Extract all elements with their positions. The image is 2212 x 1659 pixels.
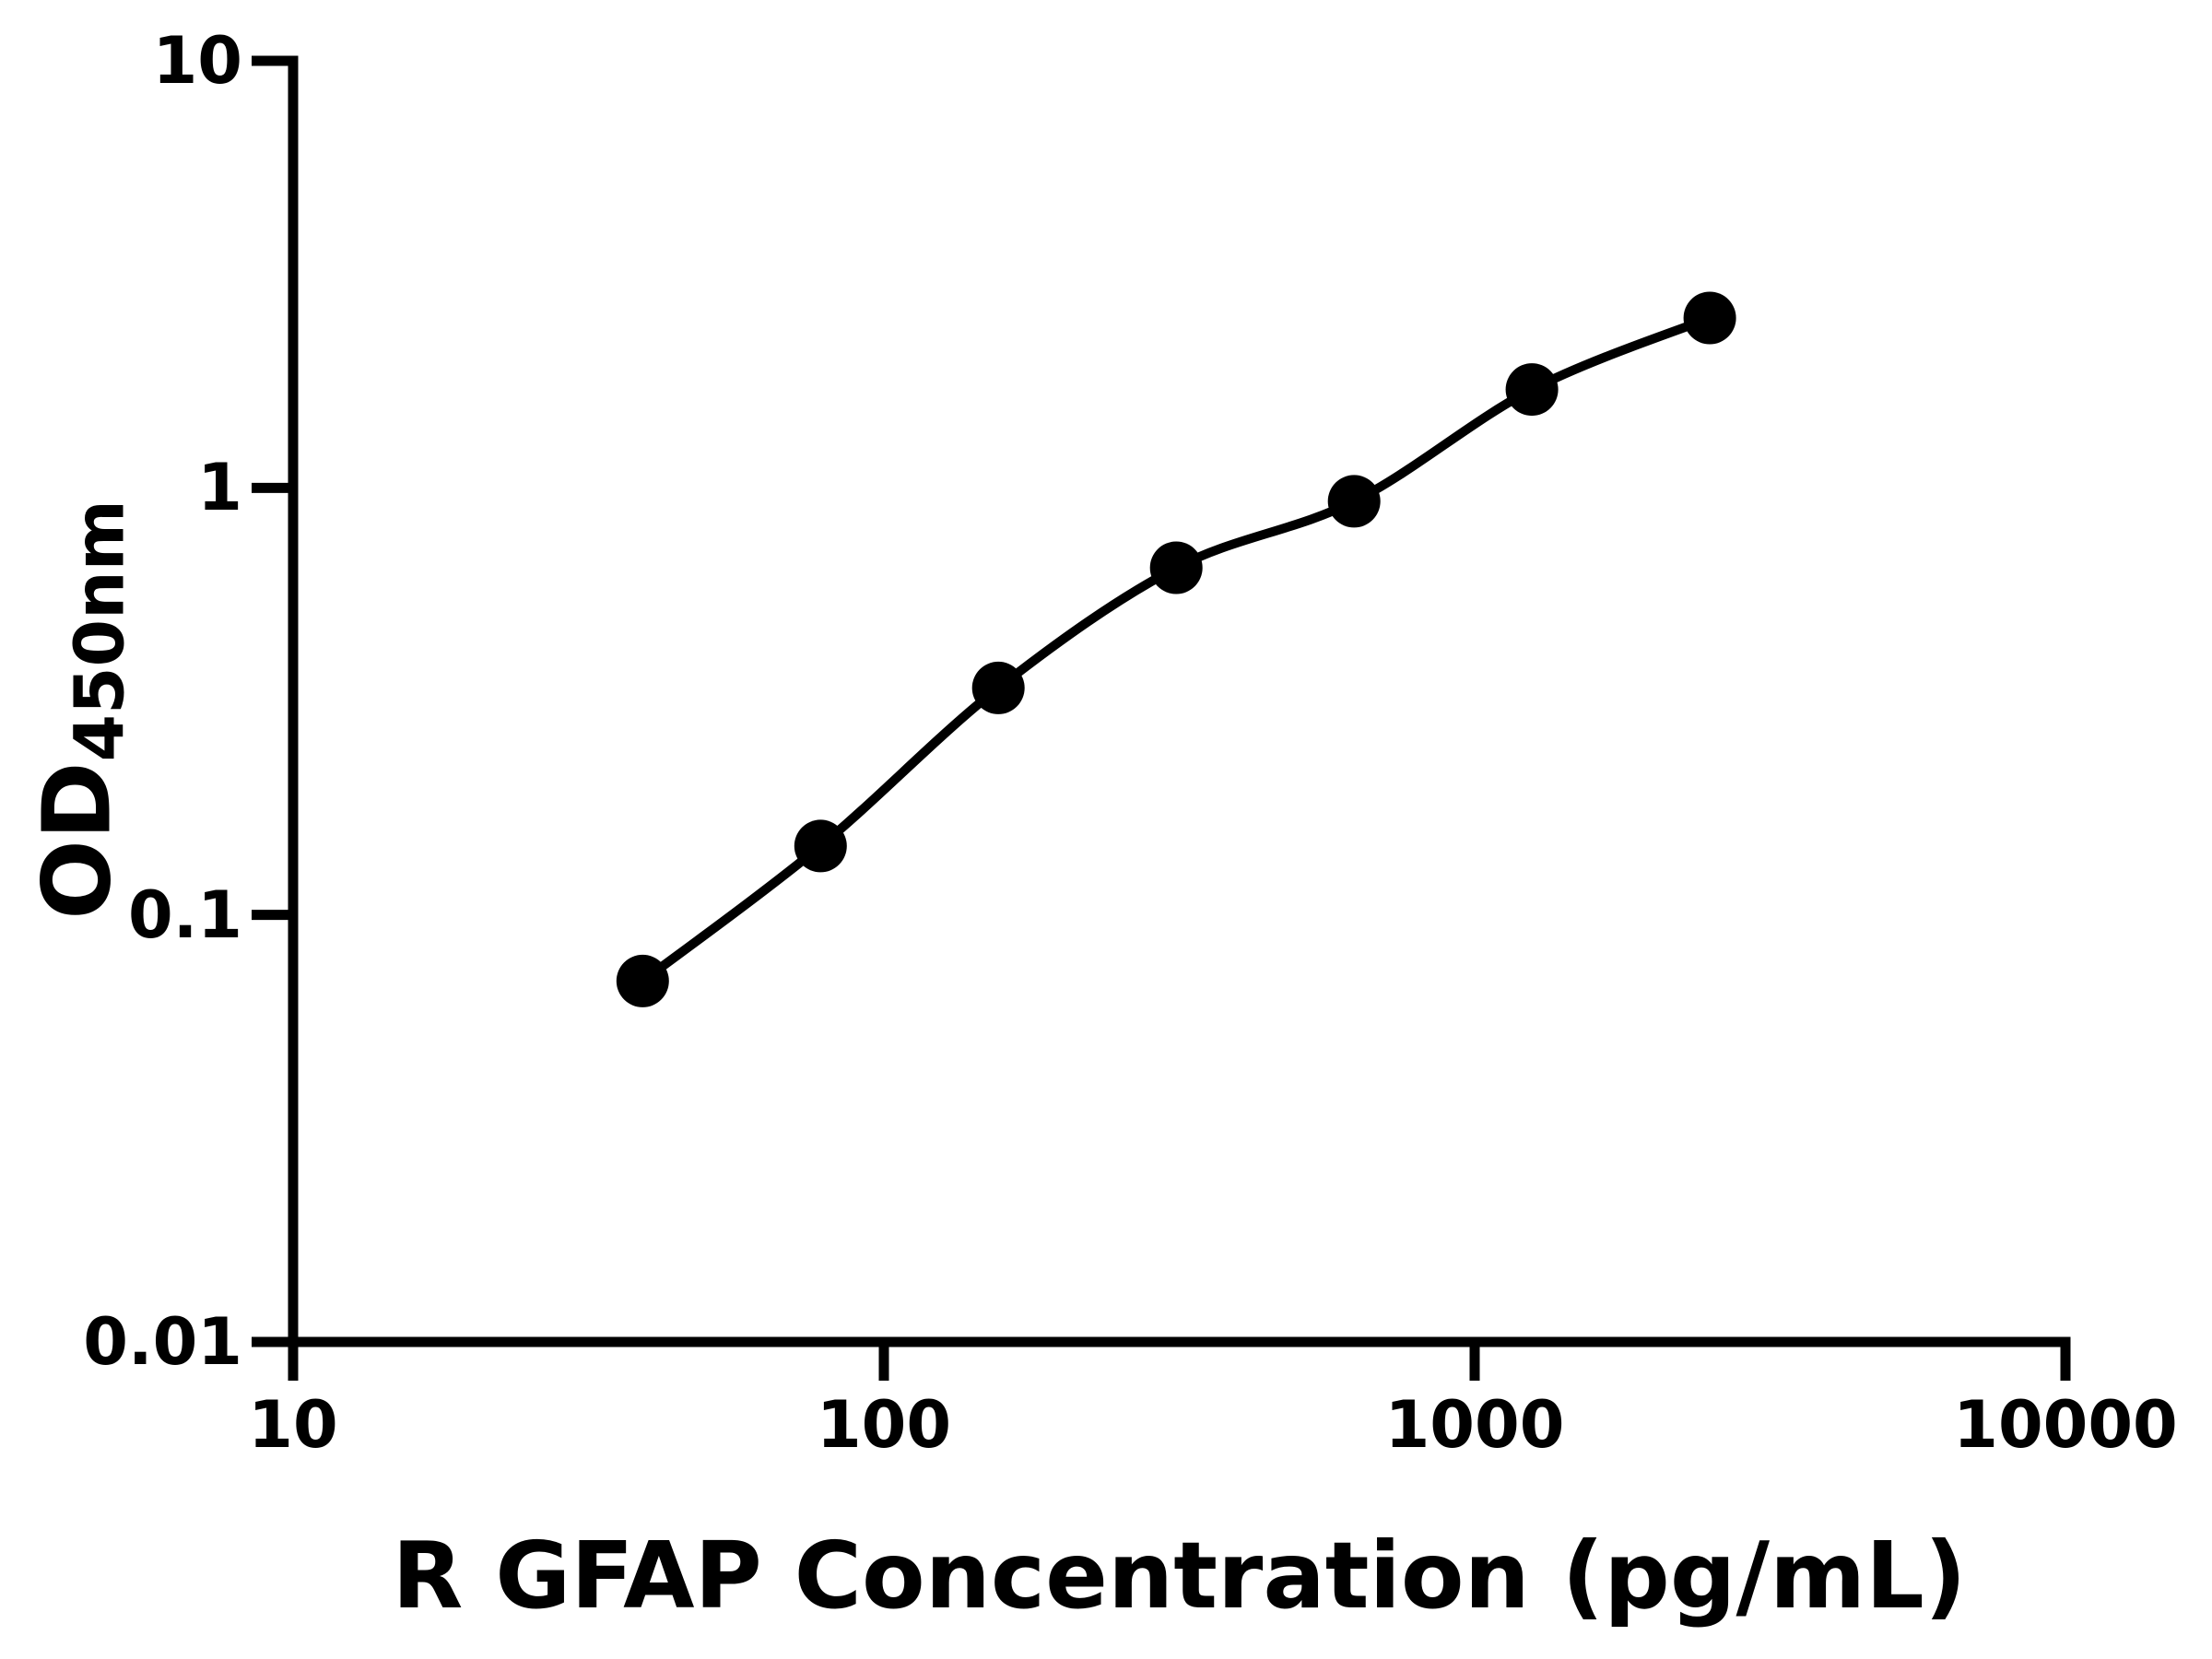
y-axis-title: OD450nm [23, 500, 140, 920]
x-tick-label: 1000 [1384, 1387, 1565, 1463]
data-point [794, 819, 847, 873]
data-point [1149, 541, 1203, 594]
x-axis-title: R GFAP Concentration (pg/mL) [392, 1522, 1967, 1630]
y-axis-title-subscript: 450nm [60, 500, 140, 762]
data-point [971, 661, 1025, 714]
y-tick-label: 0.01 [83, 1304, 242, 1380]
data-point [616, 954, 669, 1007]
y-tick-label: 1 [197, 450, 242, 526]
fit-curve [638, 313, 1715, 986]
x-tick-label: 100 [816, 1387, 952, 1463]
y-tick-label: 0.1 [127, 877, 242, 953]
x-tick-label: 10000 [1953, 1387, 2178, 1463]
x-tick-label: 10 [248, 1387, 338, 1463]
data-point [1683, 291, 1736, 345]
y-tick-label: 10 [152, 23, 242, 99]
data-point [1505, 363, 1559, 417]
data-point [1327, 475, 1381, 528]
